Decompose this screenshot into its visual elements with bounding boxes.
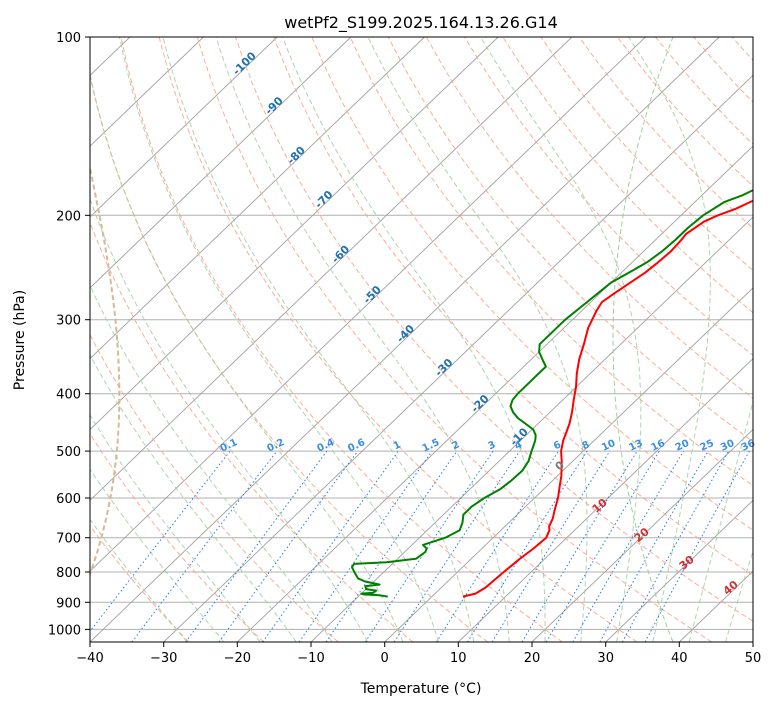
y-tick-label: 700 xyxy=(56,532,81,547)
y-tick-label: 500 xyxy=(56,445,81,460)
y-tick-label: 300 xyxy=(56,314,81,329)
x-tick-label: 10 xyxy=(450,651,467,666)
y-tick-label: 800 xyxy=(56,566,81,581)
y-tick-label: 900 xyxy=(56,596,81,611)
x-tick-label: 30 xyxy=(597,651,614,666)
x-tick-label: −40 xyxy=(76,651,103,666)
x-tick-label: 20 xyxy=(524,651,541,666)
x-tick-label: −20 xyxy=(224,651,251,666)
y-tick-label: 200 xyxy=(56,209,81,224)
x-tick-label: −10 xyxy=(297,651,324,666)
y-tick-label: 1000 xyxy=(48,623,81,638)
chart-title: wetPf2_S199.2025.164.13.26.G14 xyxy=(284,13,558,33)
x-tick-label: −30 xyxy=(150,651,177,666)
x-axis-label: Temperature (°C) xyxy=(360,681,482,697)
x-tick-label: 0 xyxy=(381,651,389,666)
x-tick-label: 50 xyxy=(745,651,762,666)
y-tick-label: 600 xyxy=(56,492,81,507)
y-axis-label: Pressure (hPa) xyxy=(12,290,28,390)
x-tick-label: 40 xyxy=(671,651,688,666)
y-tick-label: 400 xyxy=(56,388,81,403)
y-tick-label: 100 xyxy=(56,31,81,46)
